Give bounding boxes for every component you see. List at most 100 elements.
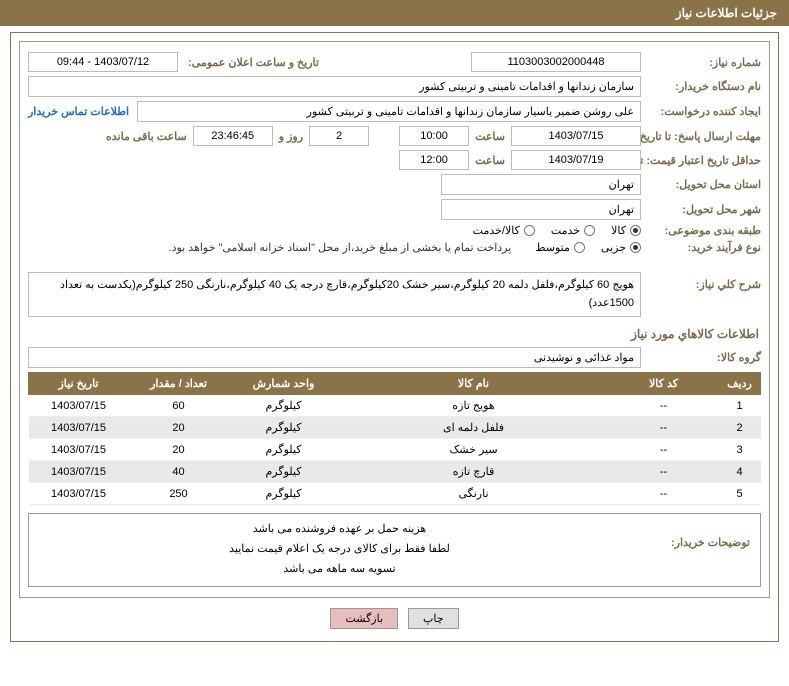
process-radio-group: جزیی متوسط [535,241,641,254]
table-cell: کیلوگرم [229,417,339,439]
field-days: 2 [309,126,369,146]
table-row: 5--نارنگیکیلوگرم2501403/07/15 [29,483,761,505]
table-cell: هویج تازه [339,395,609,417]
col-unit: واحد شمارش [229,373,339,395]
table-cell: کیلوگرم [229,439,339,461]
radio-service-dot [584,225,595,236]
inner-frame: شماره نیاز: 1103003002000448 تاریخ و ساع… [19,41,770,598]
row-description: شرح کلي نياز: هویج 60 کیلوگرم،فلفل دلمه … [28,272,761,317]
label-time-1: ساعت [475,130,505,143]
section-items-title: اطلاعات کالاهاي مورد نياز [30,327,759,341]
radio-service[interactable]: خدمت [551,224,595,237]
page: جزئیات اطلاعات نیاز شماره نیاز: 11030030… [0,0,789,642]
label-process: نوع فرآیند خرید: [641,241,761,254]
col-code: کد کالا [609,373,719,395]
table-cell: -- [609,461,719,483]
table-cell: 1403/07/15 [29,461,129,483]
table-cell: 1403/07/15 [29,483,129,505]
table-cell: کیلوگرم [229,483,339,505]
row-buyer-org: نام دستگاه خریدار: سازمان زندانها و اقدا… [28,76,761,97]
category-radio-group: کالا خدمت کالا/خدمت [473,224,641,237]
table-cell: 20 [129,417,229,439]
field-announce: 1403/07/12 - 09:44 [28,52,178,72]
radio-goods[interactable]: کالا [611,224,641,237]
table-row: 3--سیر خشککیلوگرم201403/07/15 [29,439,761,461]
field-city: تهران [441,199,641,220]
back-button[interactable]: بازگشت [330,608,398,629]
table-row: 2--فلفل دلمه ایکیلوگرم201403/07/15 [29,417,761,439]
table-cell: 1403/07/15 [29,395,129,417]
buyer-notes-box: توضیحات خریدار: هزینه حمل بر عهده فروشند… [28,513,761,586]
table-cell: کیلوگرم [229,395,339,417]
row-group: گروه کالا: مواد غذائی و نوشیدنی [28,347,761,368]
field-need-no: 1103003002000448 [471,52,641,72]
label-announce: تاریخ و ساعت اعلان عمومی: [184,56,319,69]
table-cell: 250 [129,483,229,505]
table-cell: 2 [719,417,761,439]
table-cell: -- [609,439,719,461]
table-cell: قارچ تازه [339,461,609,483]
outer-frame: شماره نیاز: 1103003002000448 تاریخ و ساع… [10,32,779,642]
items-header-row: ردیف کد کالا نام کالا واحد شمارش تعداد /… [29,373,761,395]
items-table: ردیف کد کالا نام کالا واحد شمارش تعداد /… [28,372,761,505]
radio-both[interactable]: کالا/خدمت [473,224,535,237]
row-process: نوع فرآیند خرید: جزیی متوسط پرداخت تمام … [28,241,761,254]
label-buyer-org: نام دستگاه خریدار: [641,80,761,93]
panel-header: جزئیات اطلاعات نیاز [0,0,789,26]
table-cell: نارنگی [339,483,609,505]
radio-both-dot [524,225,535,236]
row-need-no: شماره نیاز: 1103003002000448 تاریخ و ساع… [28,52,761,72]
items-tbody: 1--هویج تازهکیلوگرم601403/07/152--فلفل د… [29,395,761,505]
radio-small-dot [630,242,641,253]
label-days-and: روز و [279,130,303,143]
col-date: تاريخ نياز [29,373,129,395]
link-buyer-contact[interactable]: اطلاعات تماس خریدار [28,105,129,118]
row-creator: ایجاد کننده درخواست: علی روشن ضمیر یاسیا… [28,101,761,122]
table-cell: 1 [719,395,761,417]
print-button[interactable]: چاپ [408,608,459,629]
field-resp-time: 10:00 [399,126,469,146]
field-resp-date: 1403/07/15 [511,126,641,146]
row-province: استان محل تحویل: تهران [28,174,761,195]
label-description: شرح کلي نياز: [641,272,761,291]
table-row: 4--قارچ تازهکیلوگرم401403/07/15 [29,461,761,483]
table-cell: 5 [719,483,761,505]
field-valid-time: 12:00 [399,150,469,170]
label-creator: ایجاد کننده درخواست: [641,105,761,118]
row-category: طبقه بندی موضوعی: کالا خدمت کالا/خدمت [28,224,761,237]
label-group: گروه کالا: [641,351,761,364]
table-cell: 20 [129,439,229,461]
label-time-2: ساعت [475,154,505,167]
field-countdown: 23:46:45 [193,126,273,146]
table-cell: سیر خشک [339,439,609,461]
table-row: 1--هویج تازهکیلوگرم601403/07/15 [29,395,761,417]
radio-medium[interactable]: متوسط [535,241,585,254]
label-valid-deadline: حداقل تاریخ اعتبار قیمت: تا تاریخ: [641,154,761,167]
field-creator: علی روشن ضمیر یاسیار سازمان زندانها و اق… [137,101,641,122]
field-buyer-org: سازمان زندانها و اقدامات تامینی و تربیتی… [28,76,641,97]
radio-small[interactable]: جزیی [601,241,641,254]
footer-buttons: چاپ بازگشت [19,608,770,629]
table-cell: 60 [129,395,229,417]
label-city: شهر محل تحویل: [641,203,761,216]
table-cell: کیلوگرم [229,461,339,483]
col-row: ردیف [719,373,761,395]
table-cell: 40 [129,461,229,483]
radio-goods-dot [630,225,641,236]
field-province: تهران [441,174,641,195]
row-city: شهر محل تحویل: تهران [28,199,761,220]
label-category: طبقه بندی موضوعی: [641,224,761,237]
field-valid-date: 1403/07/19 [511,150,641,170]
label-remaining: ساعت باقی مانده [106,130,187,143]
table-cell: 1403/07/15 [29,417,129,439]
col-name: نام کالا [339,373,609,395]
table-cell: -- [609,483,719,505]
label-need-no: شماره نیاز: [641,56,761,69]
field-description: هویج 60 کیلوگرم،فلفل دلمه 20 کیلوگرم،سیر… [28,272,641,317]
field-group: مواد غذائی و نوشیدنی [28,347,641,368]
col-qty: تعداد / مقدار [129,373,229,395]
row-response-deadline: مهلت ارسال پاسخ: تا تاریخ: 1403/07/15 سا… [28,126,761,146]
table-cell: -- [609,395,719,417]
row-validity-deadline: حداقل تاریخ اعتبار قیمت: تا تاریخ: 1403/… [28,150,761,170]
table-cell: -- [609,417,719,439]
